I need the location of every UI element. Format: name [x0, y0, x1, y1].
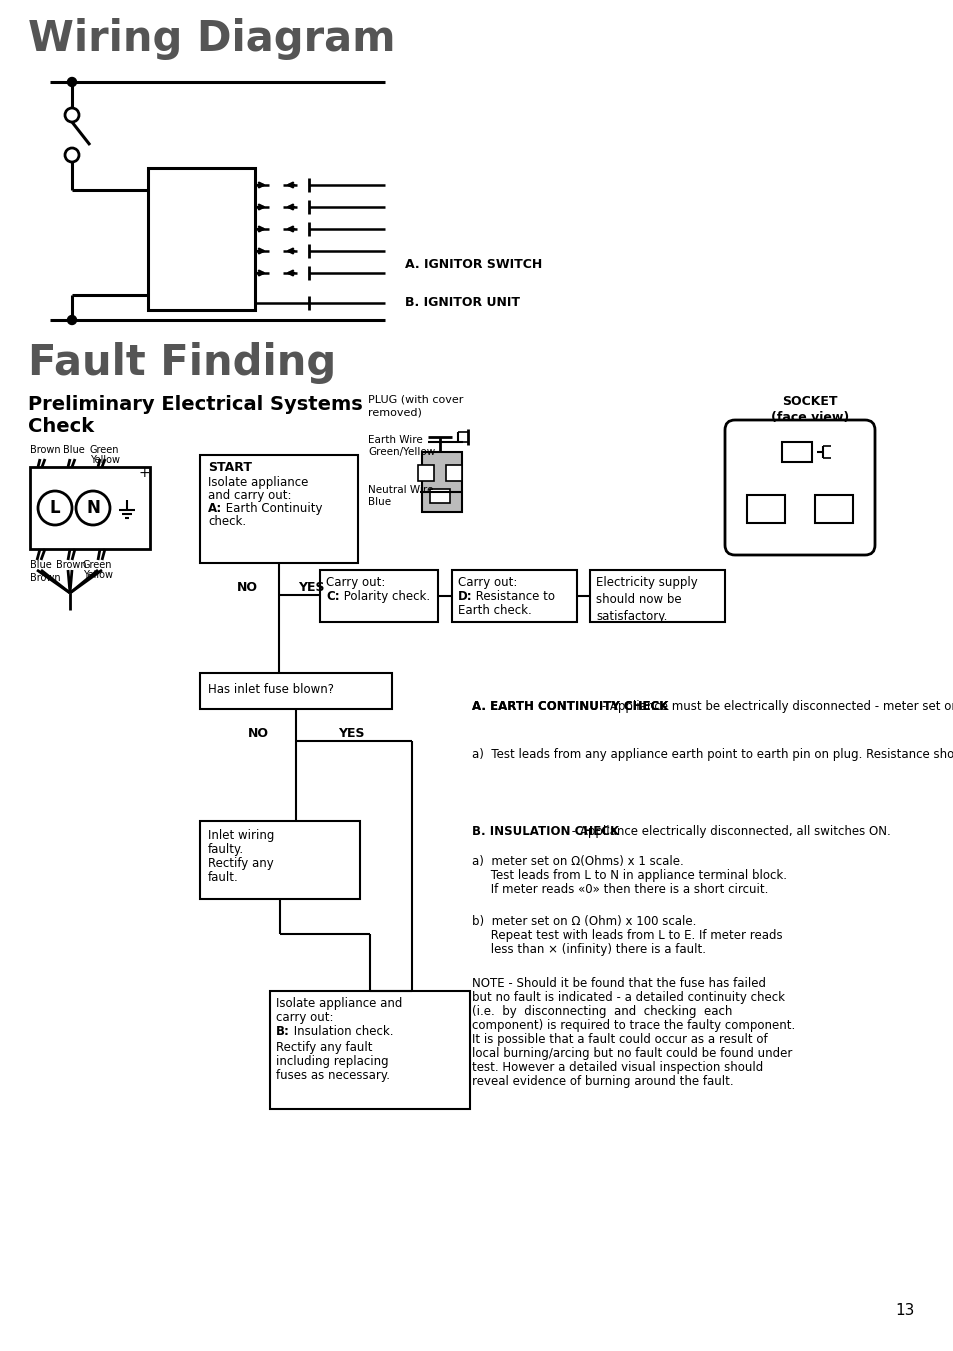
Text: Preliminary Electrical Systems: Preliminary Electrical Systems: [28, 394, 362, 413]
Text: B. IGNITOR UNIT: B. IGNITOR UNIT: [405, 296, 519, 309]
Text: less than × (infinity) there is a fault.: less than × (infinity) there is a fault.: [472, 943, 705, 957]
Text: - Appliance must be electrically disconnected - meter set on Ω (Ohms) x 1 scale : - Appliance must be electrically disconn…: [598, 700, 953, 713]
Text: PLUG (with cover
removed): PLUG (with cover removed): [368, 394, 463, 417]
Text: Carry out:: Carry out:: [326, 576, 385, 589]
Circle shape: [68, 77, 76, 86]
Text: Green: Green: [83, 561, 112, 570]
Text: Neutral Wire
Blue: Neutral Wire Blue: [368, 485, 433, 508]
Text: - Appliance electrically disconnected, all switches ON.: - Appliance electrically disconnected, a…: [567, 825, 890, 838]
Text: If meter reads «0» then there is a short circuit.: If meter reads «0» then there is a short…: [472, 884, 767, 896]
Text: C:: C:: [326, 590, 339, 603]
Circle shape: [68, 316, 76, 324]
Text: check.: check.: [208, 515, 246, 528]
Text: Rectify any: Rectify any: [208, 857, 274, 870]
Text: A. EARTH CONTINUITY CHECK: A. EARTH CONTINUITY CHECK: [472, 700, 668, 713]
Bar: [417, 465, 434, 481]
Text: and carry out:: and carry out:: [208, 489, 292, 503]
Bar: [270, 992, 470, 1109]
Text: Earth Continuity: Earth Continuity: [222, 503, 322, 515]
Bar: [200, 821, 359, 898]
Text: Green: Green: [90, 444, 119, 455]
Text: including replacing: including replacing: [275, 1055, 388, 1069]
Text: Fault Finding: Fault Finding: [28, 342, 335, 384]
Text: Carry out:: Carry out:: [457, 576, 517, 589]
Text: It is possible that a fault could occur as a result of: It is possible that a fault could occur …: [472, 1034, 767, 1046]
Text: carry out:: carry out:: [275, 1011, 334, 1024]
Bar: [446, 465, 461, 481]
Text: Resistance to: Resistance to: [472, 590, 555, 603]
Text: a)  meter set on Ω(Ohms) x 1 scale.: a) meter set on Ω(Ohms) x 1 scale.: [472, 855, 683, 867]
Text: D:: D:: [457, 590, 472, 603]
Text: 13: 13: [894, 1302, 914, 1319]
Text: Earth check.: Earth check.: [457, 604, 531, 617]
Text: Inlet wiring: Inlet wiring: [208, 830, 274, 842]
Text: Repeat test with leads from L to E. If meter reads: Repeat test with leads from L to E. If m…: [472, 929, 781, 942]
Bar: [200, 455, 357, 563]
Text: Earth Wire
Green/Yellow: Earth Wire Green/Yellow: [368, 435, 435, 458]
Text: Check: Check: [28, 417, 94, 436]
Text: Isolate appliance and: Isolate appliance and: [275, 997, 402, 1011]
Text: local burning/arcing but no fault could be found under: local burning/arcing but no fault could …: [472, 1047, 792, 1061]
Text: Isolate appliance: Isolate appliance: [208, 476, 308, 489]
Bar: [814, 494, 852, 523]
Text: fault.: fault.: [208, 871, 238, 884]
FancyBboxPatch shape: [724, 420, 874, 555]
Text: test. However a detailed visual inspection should: test. However a detailed visual inspecti…: [472, 1061, 762, 1074]
Text: Electricity supply
should now be
satisfactory.: Electricity supply should now be satisfa…: [596, 576, 697, 623]
Text: Test leads from L to N in appliance terminal block.: Test leads from L to N in appliance term…: [472, 869, 786, 882]
Text: YES: YES: [337, 727, 364, 740]
Bar: [781, 442, 811, 462]
Text: Brown: Brown: [56, 561, 87, 570]
Text: YES: YES: [297, 581, 324, 594]
Text: Wiring Diagram: Wiring Diagram: [28, 18, 395, 59]
Text: faulty.: faulty.: [208, 843, 244, 857]
Text: A. EARTH CONTINUITY CHECK: A. EARTH CONTINUITY CHECK: [472, 700, 668, 713]
Bar: [430, 489, 450, 503]
Bar: [200, 673, 392, 709]
Bar: [421, 453, 461, 512]
Text: Has inlet fuse blown?: Has inlet fuse blown?: [208, 684, 334, 696]
Text: N: N: [86, 499, 100, 517]
Text: A:: A:: [208, 503, 222, 515]
Text: Brown: Brown: [30, 573, 61, 584]
Text: Yellow: Yellow: [83, 570, 112, 580]
Bar: [319, 570, 437, 621]
Text: START: START: [208, 461, 252, 474]
Text: Blue: Blue: [63, 444, 85, 455]
Bar: [148, 168, 254, 309]
Text: a)  Test leads from any appliance earth point to earth pin on plug. Resistance s: a) Test leads from any appliance earth p…: [472, 748, 953, 761]
Text: NO: NO: [247, 727, 268, 740]
Text: Rectify any fault: Rectify any fault: [275, 1042, 372, 1054]
Text: (i.e.  by  disconnecting  and  checking  each: (i.e. by disconnecting and checking each: [472, 1005, 732, 1019]
Text: NOTE - Should it be found that the fuse has failed: NOTE - Should it be found that the fuse …: [472, 977, 765, 990]
Text: L: L: [50, 499, 60, 517]
Text: Polarity check.: Polarity check.: [339, 590, 430, 603]
Text: but no fault is indicated - a detailed continuity check: but no fault is indicated - a detailed c…: [472, 992, 784, 1004]
Text: SOCKET
(face view): SOCKET (face view): [770, 394, 848, 424]
Text: Brown: Brown: [30, 444, 61, 455]
Text: Insulation check.: Insulation check.: [290, 1025, 393, 1038]
Text: Yellow: Yellow: [90, 455, 120, 465]
Bar: [746, 494, 784, 523]
Bar: [452, 570, 577, 621]
Text: fuses as necessary.: fuses as necessary.: [275, 1069, 390, 1082]
Text: B. INSULATION CHECK: B. INSULATION CHECK: [472, 825, 618, 838]
Text: B:: B:: [275, 1025, 290, 1038]
Text: reveal evidence of burning around the fault.: reveal evidence of burning around the fa…: [472, 1075, 733, 1088]
Bar: [589, 570, 724, 621]
Text: +: +: [138, 466, 150, 480]
Text: component) is required to trace the faulty component.: component) is required to trace the faul…: [472, 1019, 795, 1032]
Text: A. IGNITOR SWITCH: A. IGNITOR SWITCH: [405, 258, 541, 272]
Text: b)  meter set on Ω (Ohm) x 100 scale.: b) meter set on Ω (Ohm) x 100 scale.: [472, 915, 696, 928]
Text: Blue: Blue: [30, 561, 51, 570]
Bar: [30, 467, 150, 549]
Text: NO: NO: [236, 581, 257, 594]
